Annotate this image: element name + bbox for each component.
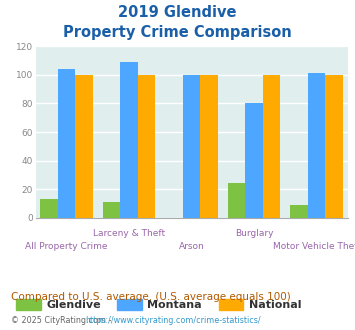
Legend: Glendive, Montana, National: Glendive, Montana, National [16,299,301,310]
Bar [183,75,201,218]
Text: Compared to U.S. average. (U.S. average equals 100): Compared to U.S. average. (U.S. average … [11,292,290,302]
Bar [263,75,280,218]
Bar [76,75,93,218]
Text: Arson: Arson [179,242,204,251]
Bar [120,62,138,218]
Bar [308,73,326,218]
Bar [326,75,343,218]
Bar [40,199,58,218]
Text: https://www.cityrating.com/crime-statistics/: https://www.cityrating.com/crime-statist… [85,316,261,325]
Text: Larceny & Theft: Larceny & Theft [93,229,165,238]
Bar [138,75,155,218]
Bar [228,183,245,218]
Text: All Property Crime: All Property Crime [26,242,108,251]
Text: Burglary: Burglary [235,229,273,238]
Bar [245,103,263,218]
Bar [201,75,218,218]
Text: 2019 Glendive: 2019 Glendive [118,5,237,20]
Bar [58,69,76,218]
Text: © 2025 CityRating.com -: © 2025 CityRating.com - [11,316,114,325]
Text: Motor Vehicle Theft: Motor Vehicle Theft [273,242,355,251]
Bar [290,205,308,218]
Bar [103,202,120,218]
Text: Property Crime Comparison: Property Crime Comparison [63,25,292,40]
